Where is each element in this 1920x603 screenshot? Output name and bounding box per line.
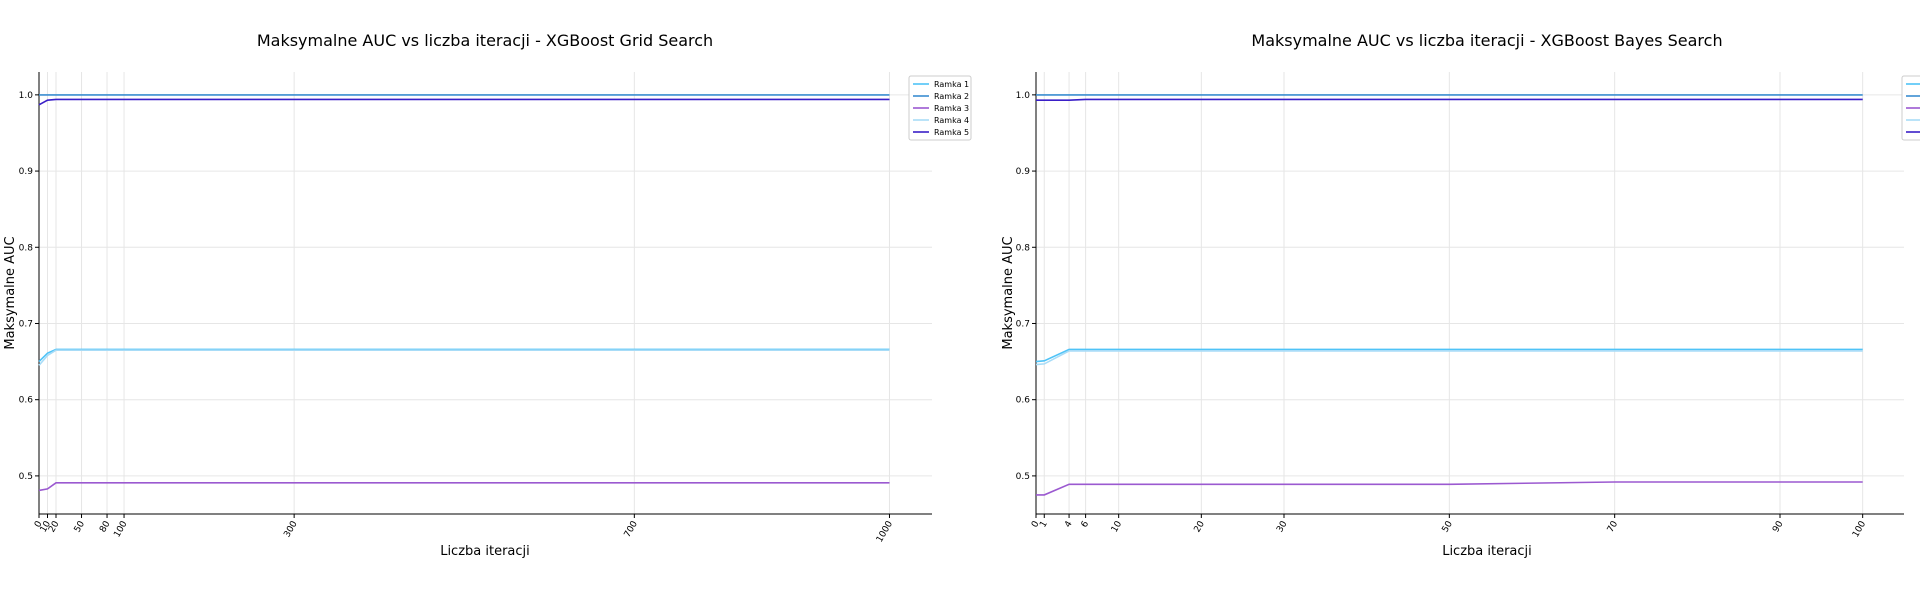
y-tick-label: 1.0 (1016, 91, 1031, 101)
x-tick-label: 0 (33, 519, 45, 529)
x-tick-label: 300 (282, 519, 299, 539)
x-axis-label: Liczba iteracji (1442, 544, 1532, 559)
y-tick-label: 0.5 (1016, 472, 1030, 482)
x-tick-label: 50 (73, 519, 88, 534)
x-tick-label: 10 (1110, 519, 1125, 534)
legend-entry: Ramka 2 (934, 92, 969, 101)
chart-title: Maksymalne AUC vs liczba iteracji - XGBo… (257, 31, 713, 50)
x-tick-label: 0 (1030, 519, 1042, 529)
legend-box (908, 75, 972, 141)
series-line-5 (38, 98, 890, 106)
x-tick-label: 50 (1441, 519, 1456, 534)
x-tick-label: 4 (1063, 519, 1075, 529)
legend-entry: Ramka 4 (934, 116, 969, 125)
y-tick-label: 1.0 (19, 91, 34, 101)
x-tick-label: 6 (1080, 519, 1092, 529)
y-tick-label: 0.7 (1016, 319, 1030, 329)
y-tick-label: 0.6 (1016, 396, 1031, 406)
y-tick-label: 0.6 (19, 396, 34, 406)
grid-search-chart: Maksymalne AUC vs liczba iteracji - XGBo… (3, 31, 972, 559)
x-tick-label: 80 (98, 519, 113, 534)
x-tick-label: 100 (1851, 519, 1868, 539)
y-tick-label: 0.9 (1016, 167, 1031, 177)
x-axis-label: Liczba iteracji (440, 544, 530, 559)
y-tick-label: 0.7 (19, 319, 33, 329)
series-line-5 (1036, 98, 1863, 101)
x-tick-label: 70 (1606, 519, 1621, 534)
x-tick-label: 700 (623, 519, 640, 539)
series-line-1 (1035, 348, 1863, 363)
x-tick-label: 1000 (875, 519, 895, 544)
y-tick-label: 0.8 (1016, 243, 1031, 253)
x-tick-label: 20 (1193, 519, 1208, 534)
series-line-4 (1035, 350, 1863, 366)
series-line-3 (1036, 481, 1863, 496)
series-line-4 (38, 349, 890, 366)
x-tick-label: 90 (1771, 519, 1786, 534)
y-axis-label: Maksymalne AUC (3, 236, 18, 349)
bayes-search-chart: Maksymalne AUC vs liczba iteracji - XGBo… (1001, 31, 1920, 559)
legend-entry: Ramka 5 (934, 128, 969, 137)
chart-title: Maksymalne AUC vs liczba iteracji - XGBo… (1251, 31, 1722, 50)
x-tick-label: 100 (112, 519, 129, 539)
y-axis-label: Maksymalne AUC (1001, 236, 1016, 349)
x-tick-label: 1 (1038, 520, 1050, 530)
y-tick-label: 0.5 (19, 472, 33, 482)
series-line-3 (38, 481, 890, 492)
legend-entry: Ramka 3 (934, 104, 969, 113)
legend: Ramka 1 Ramka 2 Ramka 3 Ramka 4 Ramka 5 (908, 75, 972, 141)
y-tick-label: 0.8 (19, 243, 34, 253)
y-tick-label: 0.9 (19, 167, 34, 177)
legend-entry: Ramka 1 (934, 80, 969, 89)
x-tick-label: 20 (47, 519, 62, 534)
series-line-1 (38, 348, 890, 363)
x-tick-label: 30 (1275, 519, 1290, 534)
